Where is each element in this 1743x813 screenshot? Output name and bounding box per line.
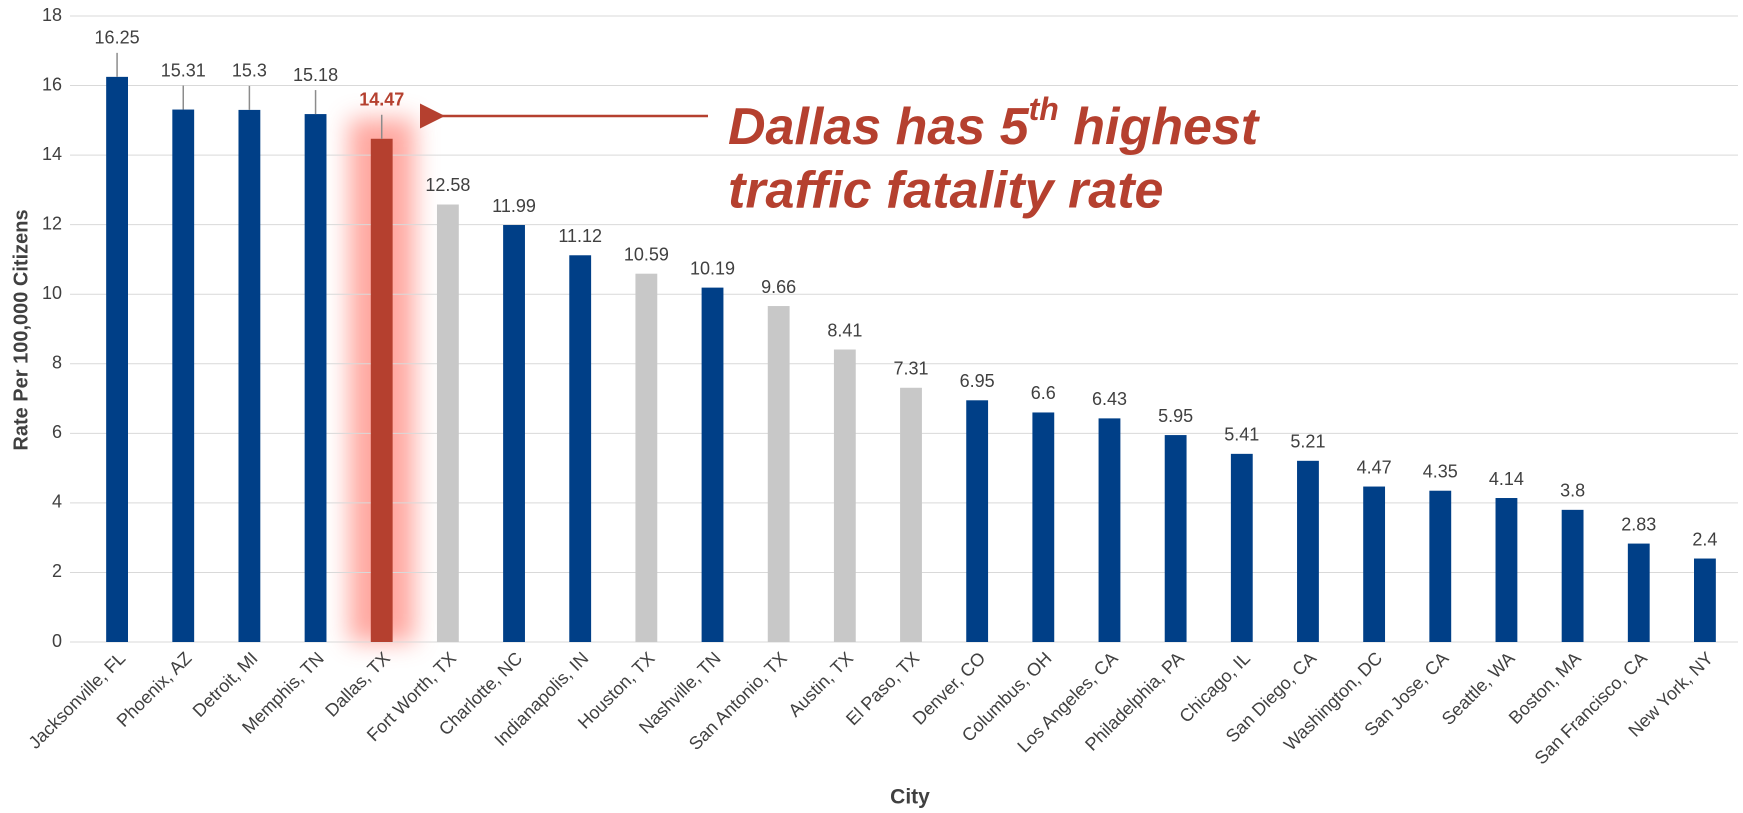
y-tick-label: 2 [52,561,62,581]
bar [569,255,592,642]
value-label: 6.6 [1031,383,1056,403]
bar [304,114,327,642]
value-label: 6.43 [1092,389,1127,409]
bar [1032,412,1055,642]
value-label: 5.95 [1158,406,1193,426]
annotation-part: Dallas has 5 [728,98,1030,156]
bar [172,109,195,642]
x-axis-label: City [890,786,930,809]
value-label: 10.19 [690,258,735,278]
annotation-text: traffic fatality rate [728,162,1163,220]
value-label: 15.18 [293,65,338,85]
value-label: 8.41 [827,320,862,340]
bar [1363,486,1386,642]
annotation-text: Dallas has 5th highest [728,91,1261,155]
annotation-sup: th [1029,91,1059,127]
value-label: 3.8 [1560,481,1585,501]
y-tick-label: 8 [52,353,62,373]
y-tick-label: 18 [42,5,62,25]
y-tick-label: 10 [42,283,62,303]
x-tick-label: Jacksonville, FL [25,648,130,753]
value-label: 5.21 [1290,432,1325,452]
bar [1627,543,1650,642]
bar [238,109,261,642]
y-tick-label: 16 [42,74,62,94]
y-tick-label: 14 [42,144,62,164]
value-label: 11.12 [558,226,602,246]
bar [1495,498,1518,642]
y-axis-label: Rate Per 100,000 Citizens [10,209,32,450]
value-label: 4.47 [1357,457,1392,477]
value-label: 15.31 [161,60,206,80]
bar [900,387,922,642]
bar [1694,558,1716,642]
bar [635,273,658,642]
value-label: 5.41 [1224,425,1259,445]
value-label: 10.59 [624,244,669,264]
bar [503,225,525,642]
x-tick-label: San Francisco, CA [1531,648,1651,768]
value-label: 14.47 [359,90,404,110]
value-label: 6.95 [960,371,995,391]
value-label: 16.25 [95,28,140,48]
bar [701,287,724,642]
value-label: 2.83 [1621,514,1656,534]
y-tick-label: 0 [52,631,62,651]
bar [966,400,989,642]
bar [1164,435,1187,642]
value-label: 4.35 [1423,461,1458,481]
bar [1297,460,1319,642]
value-label: 7.31 [893,359,928,379]
y-tick-label: 12 [42,213,62,233]
value-label: 9.66 [761,277,796,297]
bar [370,138,393,642]
value-label: 15.3 [232,61,267,81]
bar [1098,418,1121,642]
value-label: 4.14 [1489,469,1524,489]
bar [833,349,856,642]
bar [1561,509,1584,642]
y-tick-label: 6 [52,422,62,442]
value-label: 2.4 [1692,529,1717,549]
bar [106,76,128,643]
bar [1230,453,1253,642]
value-label: 11.99 [492,196,536,216]
bar [1429,490,1452,642]
y-tick-label: 4 [52,492,62,512]
bar [436,204,459,643]
annotation-part: highest [1059,98,1261,156]
bar [767,306,790,642]
value-label: 12.58 [425,175,470,195]
